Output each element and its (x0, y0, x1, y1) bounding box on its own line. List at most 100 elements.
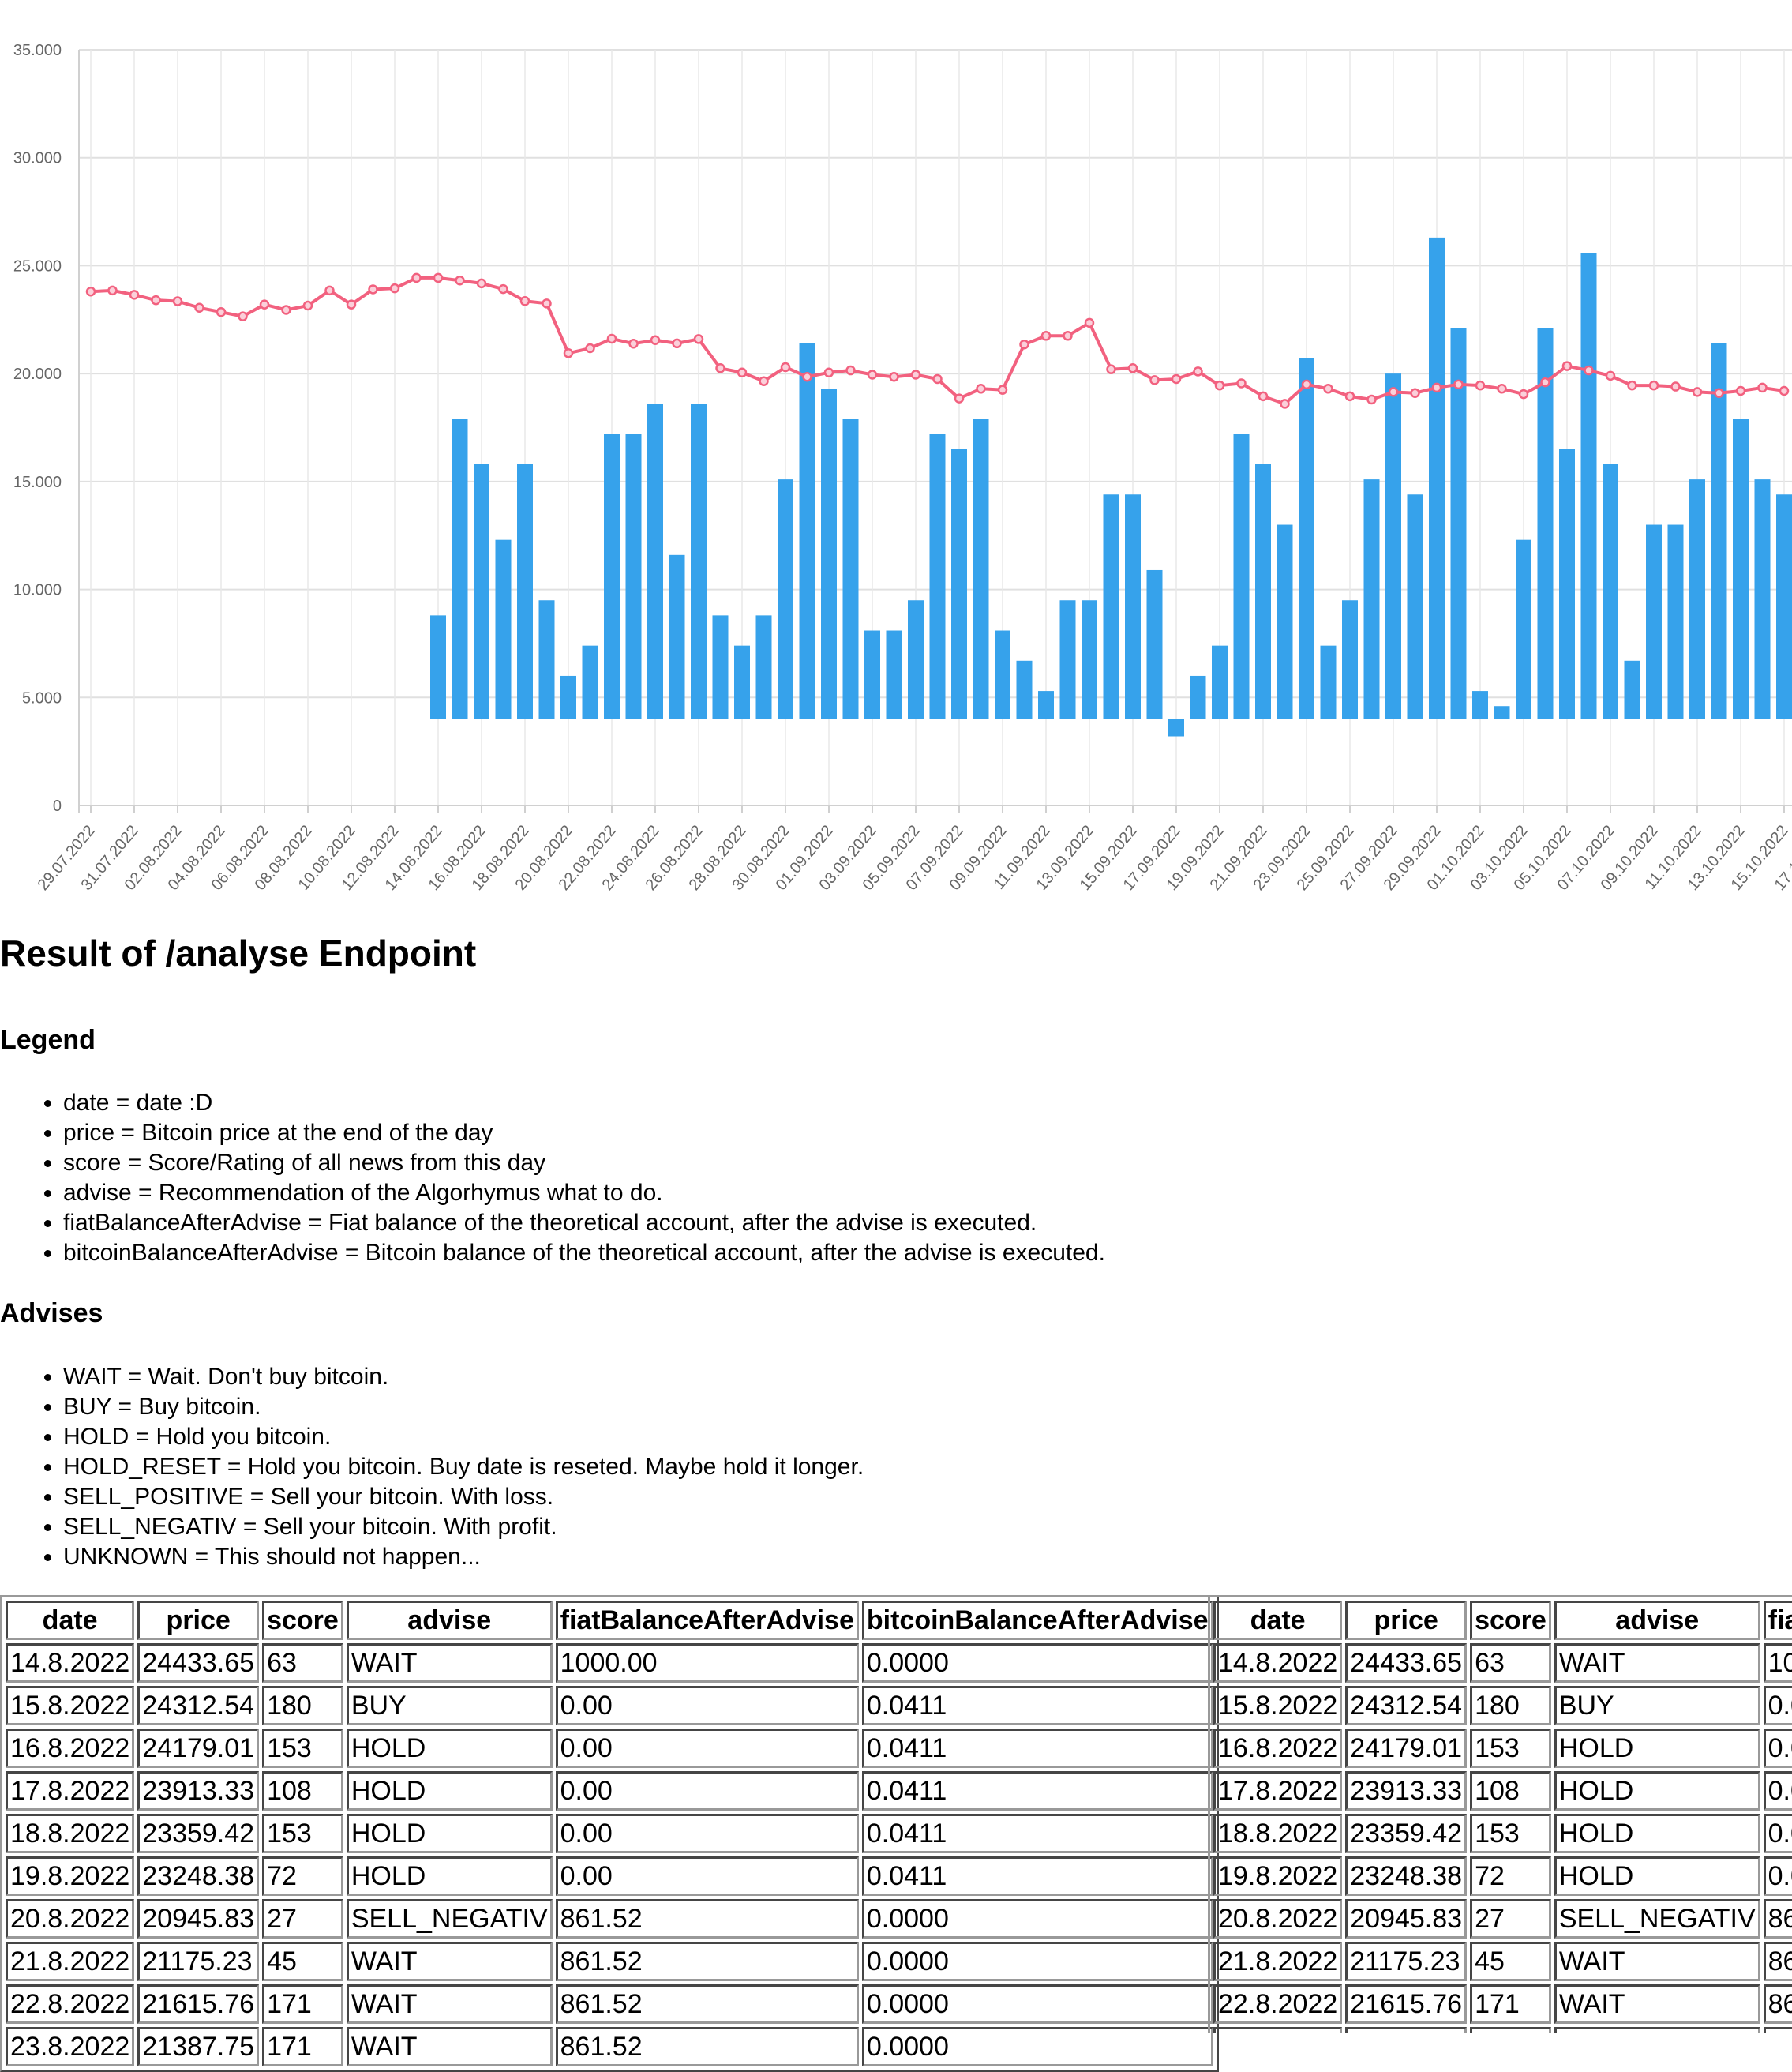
score-bar (1385, 373, 1401, 719)
table-cell: 45 (262, 1942, 343, 1981)
price-point (1258, 391, 1269, 402)
table-cell: 16.8.2022 (1213, 1729, 1343, 1768)
price-point (259, 299, 270, 310)
price-point (1236, 378, 1247, 388)
table-cell: 22.8.2022 (1213, 1984, 1343, 2024)
table-row: 19.8.2022 23248.38 72 HOLD 0.00 0.0411 (6, 1856, 1213, 1896)
table-cell: 0.0411 (861, 1814, 1213, 1853)
table-cell: 23913.33 (1345, 1771, 1468, 1811)
price-point (1605, 370, 1616, 381)
table-cell: 0.0000 (861, 1899, 1213, 1939)
score-bar (864, 630, 880, 719)
price-point (1757, 382, 1768, 393)
table-cell: 171 (1470, 2027, 1551, 2033)
price-point (889, 371, 899, 382)
score-bar (1407, 494, 1423, 719)
table-cell: 22.8.2022 (6, 1984, 135, 2024)
price-point (1019, 339, 1029, 350)
advise-item: HOLD = Hold you bitcoin. (63, 1422, 864, 1452)
price-point (932, 373, 943, 385)
price-point (606, 333, 617, 344)
table-cell: HOLD (346, 1856, 553, 1896)
table-cell: 0.00 (555, 1856, 859, 1896)
score-bar (1103, 494, 1119, 719)
table-cell: 23.8.2022 (6, 2027, 135, 2066)
table-cell: 19.8.2022 (1213, 1856, 1343, 1896)
y-tick-label: 20.000 (13, 366, 62, 383)
table-cell: WAIT (1554, 1984, 1760, 2024)
score-bar (1516, 539, 1531, 719)
price-point (1301, 379, 1312, 390)
table-cell: 24179.01 (137, 1729, 260, 1768)
table-row: 15.8.2022 24312.54 180 BUY 0.00 0.0411 (6, 1686, 1213, 1725)
table-cell: 72 (1470, 1856, 1551, 1896)
table-cell: 45 (1470, 1942, 1551, 1981)
table-cell: 23248.38 (137, 1856, 260, 1896)
price-point (1779, 385, 1790, 396)
price-point (737, 367, 748, 378)
table-cell: 16.8.2022 (6, 1729, 135, 1768)
table-row: 18.8.2022 23359.42 153 HOLD 0.00 0.0411 (6, 1814, 1213, 1853)
price-point (1714, 388, 1724, 399)
table-cell: 20.8.2022 (6, 1899, 135, 1939)
score-bar (430, 615, 446, 719)
score-bar (842, 419, 859, 719)
score-bar (1059, 600, 1076, 719)
table-cell: 153 (1470, 1814, 1551, 1853)
price-point (1040, 331, 1052, 341)
advise-item: UNKNOWN = This should not happen... (63, 1542, 864, 1572)
score-bar (1125, 494, 1141, 719)
table-cell: 23248.38 (1345, 1856, 1468, 1896)
score-bar (582, 645, 598, 719)
table-cell: 18.8.2022 (6, 1814, 135, 1853)
price-point (346, 299, 357, 310)
y-tick-label: 25.000 (13, 257, 62, 275)
price-point (1193, 366, 1203, 377)
table-cell: 1000 (1763, 1643, 1792, 1683)
price-point (628, 338, 639, 349)
table-cell: 1000.00 (555, 1643, 859, 1683)
table-cell: 21175.23 (137, 1942, 260, 1981)
column-header: bitcoinBalanceAfterAdvise (861, 1601, 1213, 1640)
table-row: 21.8.2022 21175.23 45 WAIT 861.52 0.0000 (6, 1942, 1213, 1981)
results-table: date price score advise fiatBalanceAfterAdvi… (0, 1595, 1219, 2072)
table-cell: SELL_NEGATIV (346, 1899, 553, 1939)
price-point (302, 300, 313, 311)
price-point (476, 278, 487, 289)
price-point (910, 370, 921, 380)
price-point (1366, 394, 1377, 405)
price-point (1171, 373, 1182, 385)
table-cell: 21615.76 (1345, 1984, 1468, 2024)
price-point (867, 370, 878, 380)
score-bar (1559, 449, 1575, 719)
table-cell: 0.0000 (861, 1643, 1213, 1683)
table-row: 17.8.2022 23913.33 108 HOLD 0.00 0.0411 (6, 1771, 1213, 1811)
table-cell: 72 (262, 1856, 343, 1896)
score-bar (1255, 464, 1271, 719)
table-cell: 861. (1763, 2027, 1792, 2033)
y-tick-label: 35.000 (13, 42, 62, 59)
legend-item: fiatBalanceAfterAdvise = Fiat balance of… (63, 1208, 1105, 1238)
price-point (1127, 363, 1138, 373)
table-cell: 27 (262, 1899, 343, 1939)
price-line (90, 276, 1785, 406)
price-point (389, 283, 400, 294)
y-tick-label: 5.000 (22, 689, 62, 707)
score-bar (452, 419, 468, 719)
score-bar (1212, 645, 1228, 719)
table-cell: WAIT (346, 1643, 553, 1683)
table-cell: 0.0000 (861, 1984, 1213, 2024)
column-header: price (1345, 1601, 1468, 1640)
legend-heading: Legend (0, 1025, 96, 1055)
table-cell: 0.0000 (861, 2027, 1213, 2066)
table-cell: 861. (1763, 1984, 1792, 2024)
score-bar (1082, 600, 1097, 719)
price-point (129, 290, 140, 300)
table-row: 22.8.2022 21615.76 171 WAIT 861.52 0.0000 (6, 1984, 1213, 2024)
table-cell: 24312.54 (1345, 1686, 1468, 1725)
price-point (172, 296, 183, 306)
table-cell: 21.8.2022 (1213, 1942, 1343, 1981)
